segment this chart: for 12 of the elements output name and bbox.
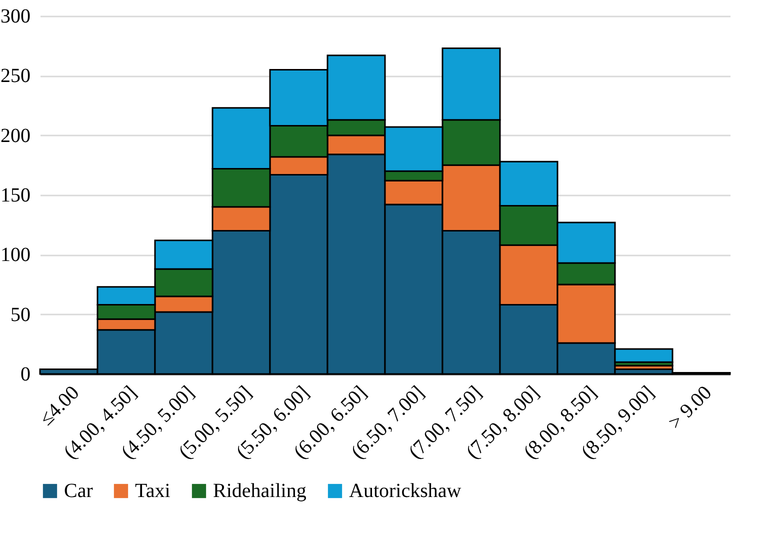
legend-label: Car (64, 480, 94, 502)
y-tick-label: 150 (0, 184, 30, 206)
y-tick-label: 100 (0, 244, 30, 266)
y-tick-label: 300 (0, 6, 30, 28)
y-tick-label: 0 (20, 364, 30, 386)
legend-label: Taxi (135, 480, 171, 502)
y-tick-label: 250 (0, 65, 30, 88)
legend-label: Autorickshaw (349, 480, 462, 502)
x-tick-label: > 9.00 (664, 382, 716, 434)
y-tick-label: 200 (0, 124, 30, 147)
y-tick-label: 50 (10, 304, 30, 326)
legend-label: Ridehailing (213, 480, 306, 502)
